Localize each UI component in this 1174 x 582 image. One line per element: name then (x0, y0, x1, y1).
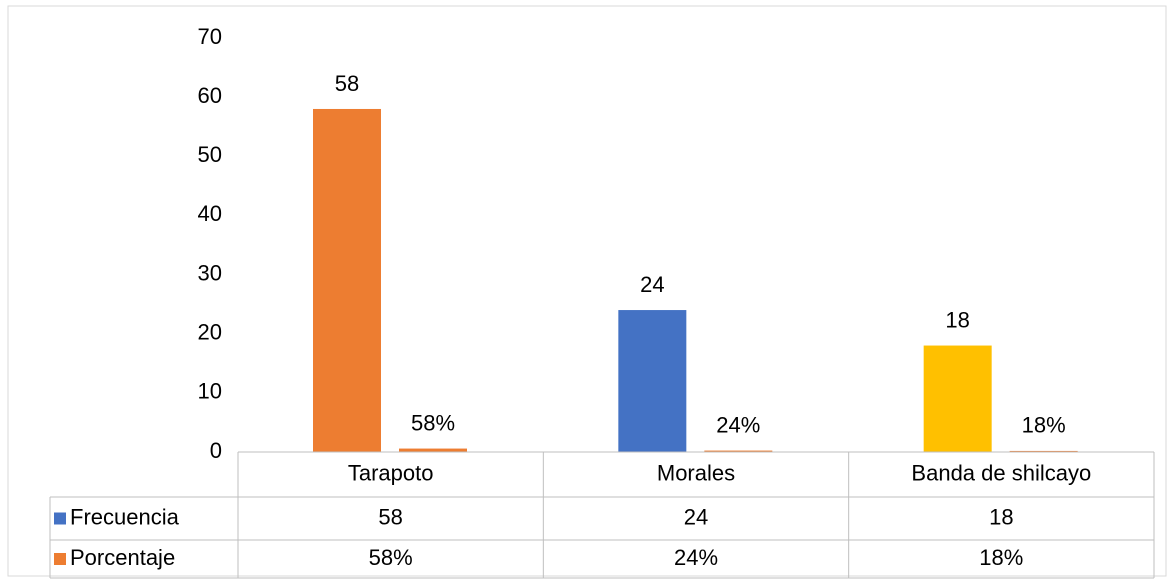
y-tick-label: 30 (198, 260, 222, 285)
y-tick-label: 60 (198, 83, 222, 108)
data-label: 18% (1022, 413, 1066, 438)
data-label: 58% (411, 410, 455, 435)
legend-label: Porcentaje (70, 545, 175, 570)
y-tick-label: 50 (198, 142, 222, 167)
data-label: 18 (945, 307, 969, 332)
y-tick-label: 70 (198, 24, 222, 49)
legend-swatch (54, 553, 66, 565)
x-tick-label: Morales (657, 460, 735, 485)
y-tick-label: 0 (210, 438, 222, 463)
x-tick-label: Banda de shilcayo (911, 460, 1091, 485)
y-tick-label: 40 (198, 201, 222, 226)
data-label: 24% (716, 412, 760, 437)
bar (704, 450, 773, 452)
bar (923, 345, 992, 452)
table-cell: 24% (674, 545, 718, 570)
table-cell: 24 (684, 504, 708, 529)
table-cell: 58% (369, 545, 413, 570)
y-tick-label: 10 (198, 379, 222, 404)
bar (1009, 450, 1078, 452)
bar (399, 448, 467, 452)
bar (313, 108, 381, 452)
table-cell: 58 (378, 504, 402, 529)
bar (618, 310, 687, 452)
chart-border (7, 5, 1167, 577)
table-cell: 18% (979, 545, 1023, 570)
legend-swatch (54, 512, 66, 525)
table-cell: 18 (989, 504, 1013, 529)
legend-label: Frecuencia (70, 504, 180, 529)
y-tick-label: 20 (198, 320, 222, 345)
data-label: 58 (335, 71, 359, 96)
data-label: 24 (640, 272, 664, 297)
x-tick-label: Tarapoto (348, 460, 434, 485)
